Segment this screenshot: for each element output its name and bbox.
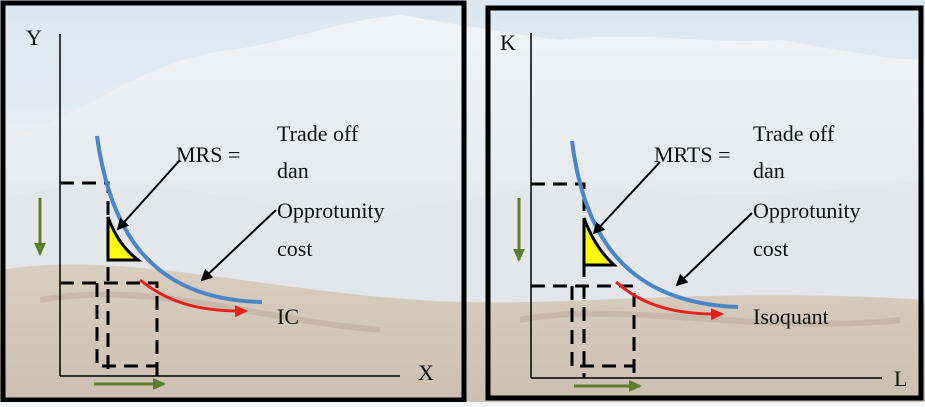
left-panel-frame <box>0 0 467 403</box>
left-x-axis-label: X <box>418 360 434 385</box>
left-panel: Y X MRS = Trade off dan Opprotunity cost… <box>0 0 467 403</box>
left-y-axis-label: Y <box>26 25 42 50</box>
right-ratio-label: MRTS = <box>654 142 731 167</box>
right-y-axis-label: K <box>500 30 516 55</box>
left-curve-label: IC <box>277 304 299 329</box>
left-note-line2: dan <box>277 158 309 183</box>
left-indifference-curve <box>95 135 263 304</box>
left-movement-arrow <box>139 278 248 318</box>
right-note-line2: dan <box>753 158 785 183</box>
right-mrts-triangle <box>582 217 618 267</box>
left-note-line3: Opprotunity <box>277 198 385 223</box>
right-cost-pointer <box>675 212 753 287</box>
right-dashed-boxes <box>531 182 636 378</box>
right-note-line4: cost <box>753 236 788 261</box>
right-panel: K L MRTS = Trade off dan Opprotunity cos… <box>485 5 924 401</box>
right-x-axis-label: L <box>894 366 907 391</box>
right-isoquant-curve <box>570 140 739 309</box>
right-mrts-pointer <box>592 161 661 235</box>
left-mrs-pointer <box>116 159 181 231</box>
right-note-line3: Opprotunity <box>753 198 861 223</box>
left-ratio-label: MRS = <box>176 142 240 167</box>
left-cost-pointer <box>200 209 277 282</box>
left-mrs-triangle <box>106 216 143 262</box>
right-panel-frame <box>485 5 924 401</box>
right-note-line1: Trade off <box>753 121 835 146</box>
right-curve-label: Isoquant <box>753 304 829 329</box>
left-note-line1: Trade off <box>277 121 359 146</box>
right-movement-arrow <box>615 280 724 321</box>
left-note-line4: cost <box>277 236 312 261</box>
